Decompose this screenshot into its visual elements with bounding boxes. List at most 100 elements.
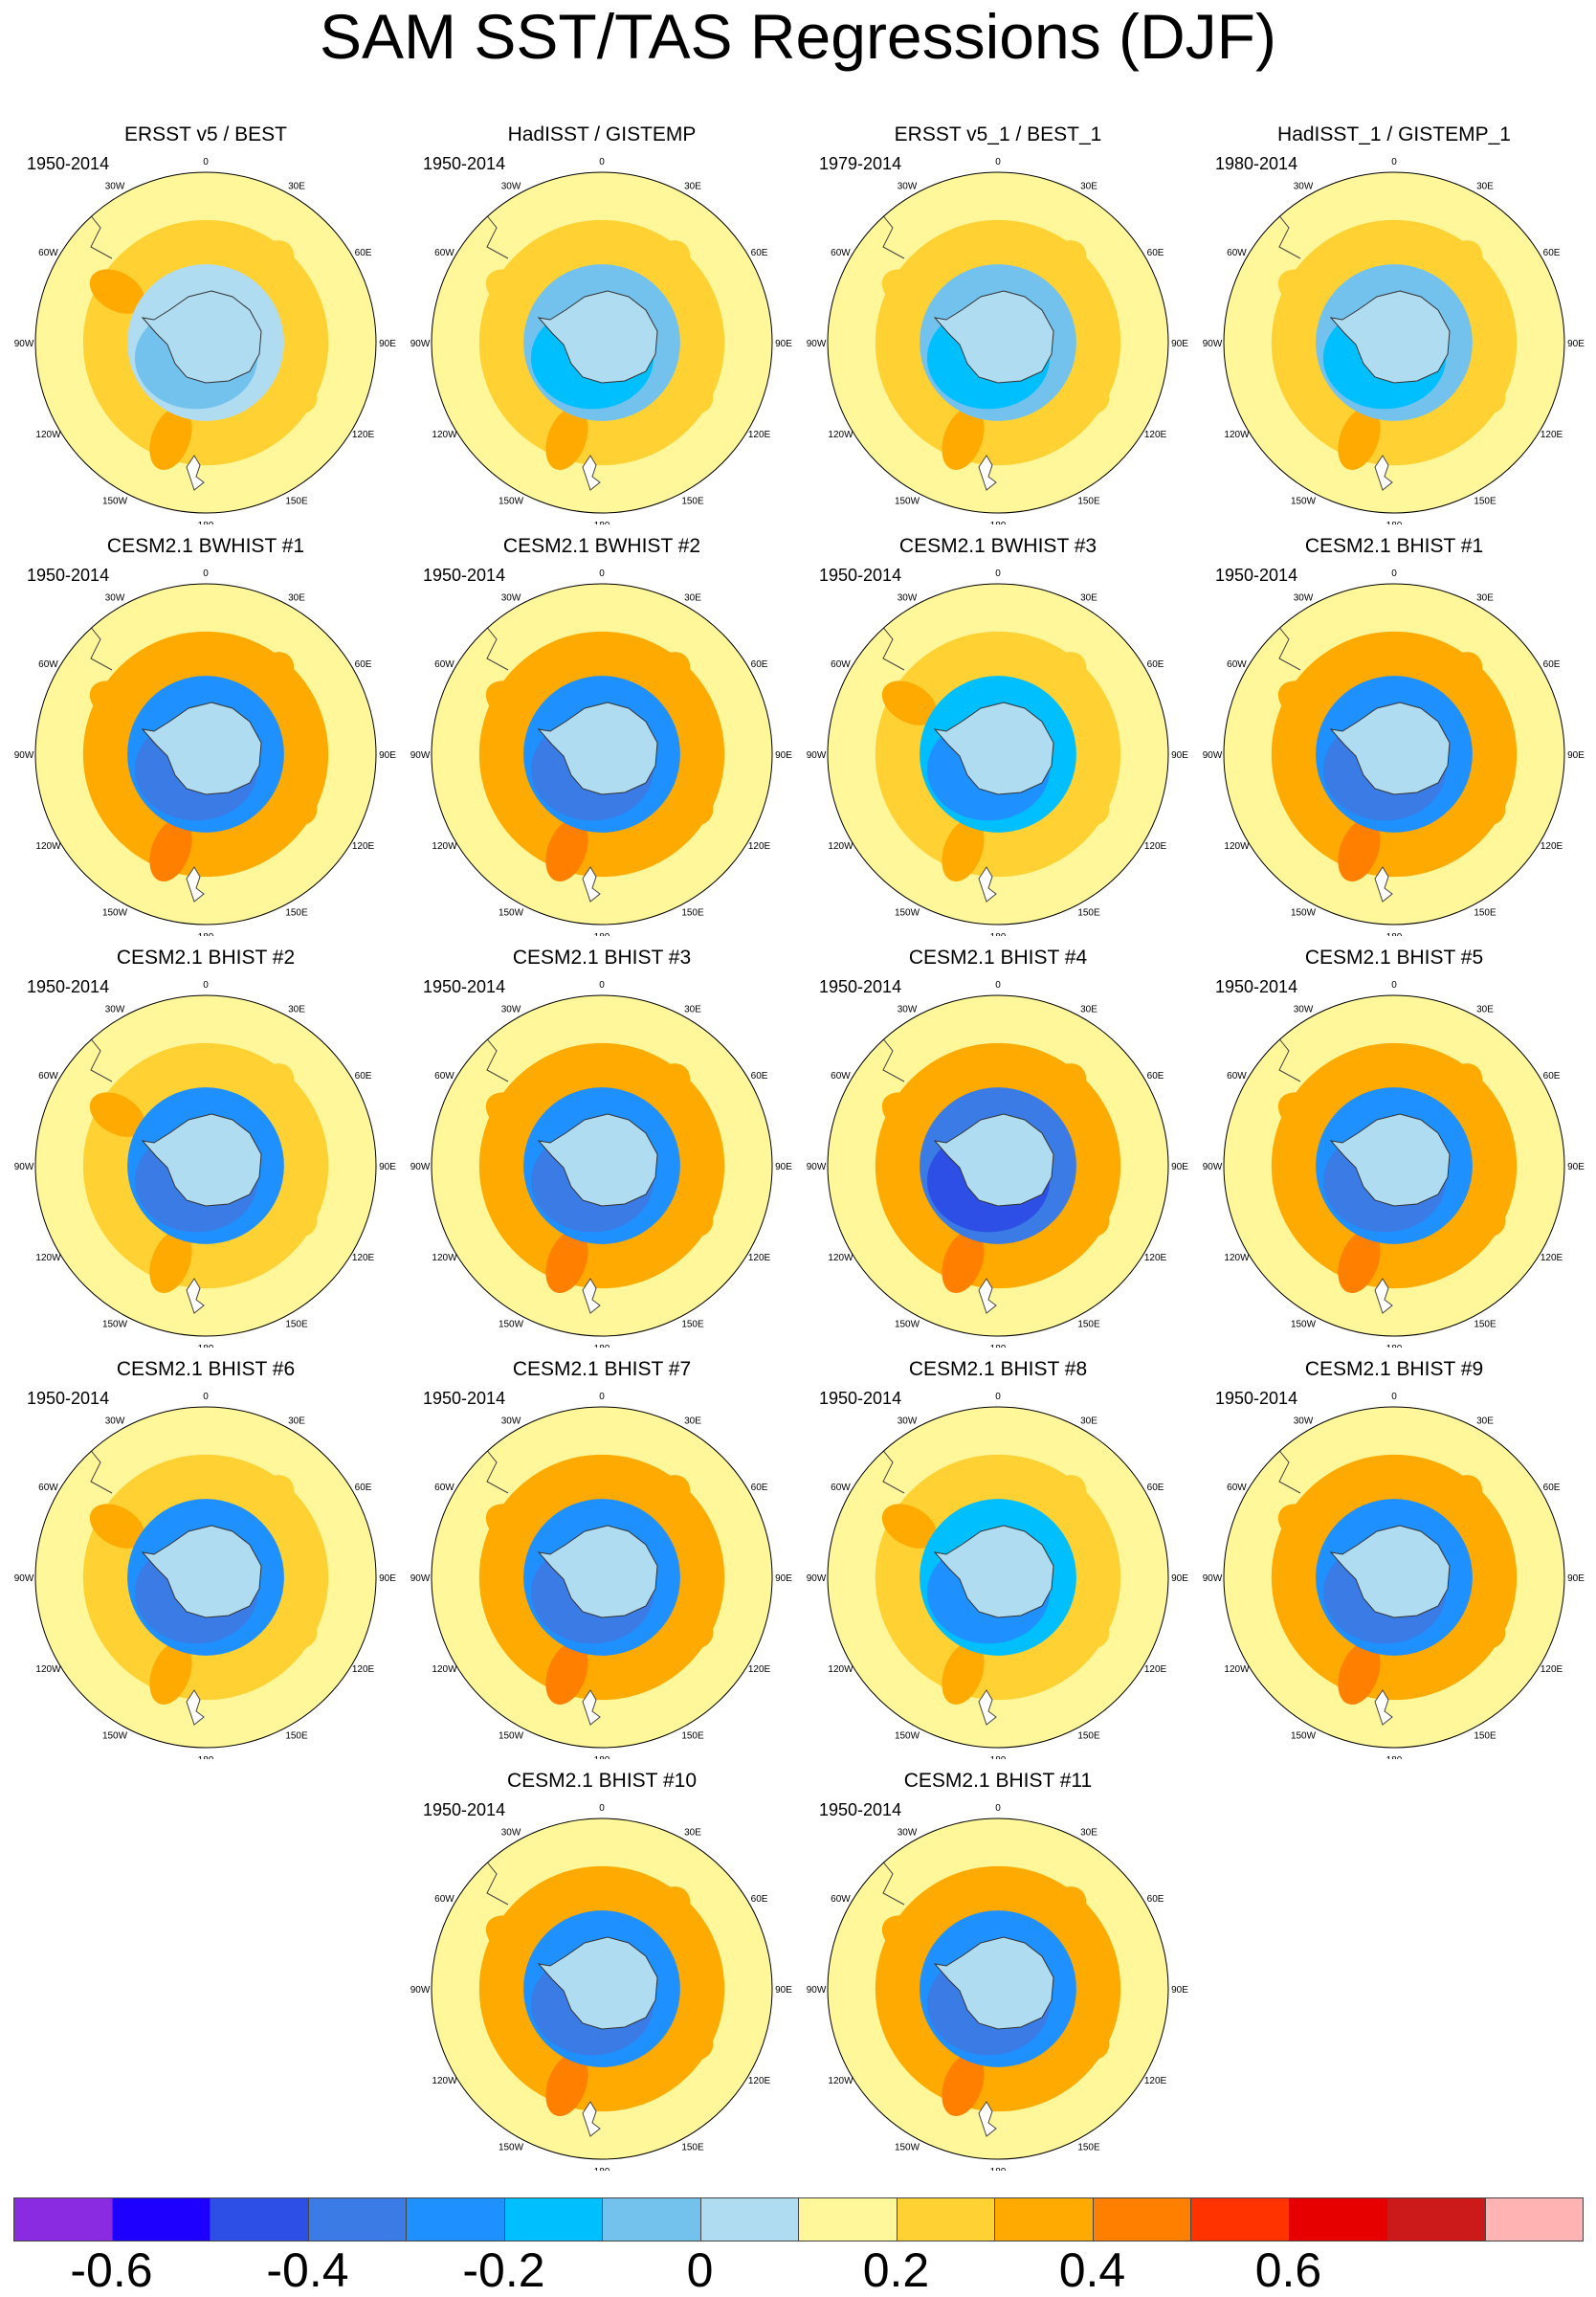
positive-anomaly-lobe [545,1641,588,1706]
longitude-label: 90E [1171,1162,1188,1172]
map-border [431,1406,773,1749]
map-panel: CESM2.1 BHIST #9 1950-2014 0 30E 60E 90E 120E 1… [1196,1357,1592,1759]
antarctica-landmass [1329,702,1451,795]
longitude-label: 150E [681,1320,704,1330]
panel-title: CESM2.1 BHIST #10 [506,1770,698,1792]
colorbar-swatch [307,2197,407,2241]
panel-title: CESM2.1 BHIST #8 [908,1358,1088,1380]
positive-anomaly-lobe [942,1641,985,1706]
longitude-label: 0 [1391,157,1397,167]
colorbar-swatch [406,2197,505,2241]
antarctica-landmass [141,290,262,384]
longitude-label: 120W [432,2076,457,2086]
antarctica-landmass [537,1525,658,1618]
longitude-label: 90E [1567,750,1585,761]
panel-title: HadISST / GISTEMP [507,123,697,145]
colorbar-tick-label: -0.4 [266,2243,349,2297]
colorbar-swatch [699,2197,799,2241]
longitude-label: 150E [285,497,308,507]
longitude-label: 120E [352,1253,375,1263]
positive-anomaly-lobe [271,785,318,826]
longitude-label: 180 [198,932,214,936]
panel-title: CESM2.1 BHIST #5 [1304,947,1484,969]
longitude-label: 150W [499,1731,524,1742]
positive-anomaly-lobe [667,785,714,826]
longitude-label: 60E [1147,1483,1164,1493]
positive-anomaly-lobe [1437,652,1483,701]
map-panel: CESM2.1 BHIST #6 1950-2014 0 30E 60E 90E 120E 1… [8,1357,404,1759]
longitude-label: 150E [681,908,704,919]
polar-map: 0 30E 60E 90E 120E 150E 180 150W 120W 90W 60W 30W [410,157,793,524]
longitude-label: 150E [1077,497,1100,507]
antarctica-landmass [1329,1113,1451,1207]
panel-period: 1950-2014 [27,154,110,173]
longitude-label: 0 [1391,980,1397,991]
new-zealand-landmass [978,1689,997,1726]
panel-title: CESM2.1 BHIST #7 [512,1358,692,1380]
positive-anomaly-lobe [942,407,985,471]
positive-anomaly-lobe [1459,373,1506,414]
longitude-label: 120W [828,841,853,852]
new-zealand-landmass [186,455,205,491]
longitude-label: 150E [1474,1731,1496,1742]
map-border [827,1818,1169,2160]
longitude-label: 0 [203,980,209,991]
longitude-label: 30E [684,181,701,191]
longitude-label: 60E [751,1071,768,1082]
new-zealand-landmass [186,1689,205,1726]
longitude-label: 30E [288,1416,305,1426]
longitude-label: 150W [499,908,524,919]
longitude-label: 30E [1080,1004,1097,1015]
positive-anomaly-lobe [1063,785,1110,826]
colorbar-swatch [111,2197,211,2241]
colorbar-swatch [503,2197,603,2241]
map-border [1223,1406,1565,1749]
longitude-label: 60W [1227,1071,1247,1082]
longitude-label: 60W [434,1894,454,1905]
map-border [34,1406,377,1749]
positive-anomaly-lobe [667,373,714,414]
map-border [827,171,1169,514]
polar-map: 0 30E 60E 90E 120E 150E 180 150W 120W 90W 60W 30W [410,1392,793,1759]
longitude-label: 150W [895,2143,920,2153]
longitude-label: 30W [501,181,521,191]
panel-period: 1950-2014 [423,977,506,996]
positive-anomaly-lobe [249,1063,295,1112]
longitude-label: 90W [1203,750,1223,761]
new-zealand-landmass [978,455,997,491]
positive-anomaly-lobe [645,1063,691,1112]
longitude-label: 150E [681,497,704,507]
polar-map: 0 30E 60E 90E 120E 150E 180 150W 120W 90W 60W 30W [14,569,397,936]
positive-anomaly-lobe [545,1230,588,1294]
longitude-label: 90E [379,1573,396,1584]
longitude-label: 90W [14,1162,34,1172]
map-panel: CESM2.1 BHIST #3 1950-2014 0 30E 60E 90E 120E 1… [404,946,800,1348]
longitude-label: 30W [1294,181,1314,191]
panel-period: 1950-2014 [423,1389,506,1408]
longitude-label: 30E [1080,181,1097,191]
panel-title: CESM2.1 BHIST #4 [908,947,1088,969]
longitude-label: 120W [1224,1253,1250,1263]
longitude-label: 60W [38,659,58,670]
longitude-label: 60W [1227,659,1247,670]
panel-period: 1950-2014 [27,566,110,585]
positive-anomaly-lobe [645,240,691,289]
longitude-label: 150W [1291,1731,1317,1742]
antarctica-landmass [141,702,262,795]
longitude-label: 120E [1144,430,1167,440]
longitude-label: 180 [990,1344,1007,1348]
longitude-label: 90E [1171,1573,1188,1584]
longitude-label: 150E [285,908,308,919]
longitude-label: 180 [594,2167,610,2171]
panel-period: 1950-2014 [423,154,506,173]
positive-anomaly-lobe [485,1092,542,1137]
longitude-label: 90W [807,1162,827,1172]
antarctica-landmass [537,702,658,795]
longitude-label: 60W [38,1071,58,1082]
polar-map: 0 30E 60E 90E 120E 150E 180 150W 120W 90W 60W 30W [1203,1392,1585,1759]
longitude-label: 150W [895,497,920,507]
positive-anomaly-lobe [1063,373,1110,414]
map-panel: CESM2.1 BHIST #11 1950-2014 0 30E 60E 90E 120E… [800,1769,1196,2171]
longitude-label: 60W [434,1483,454,1493]
longitude-label: 60E [1147,659,1164,670]
